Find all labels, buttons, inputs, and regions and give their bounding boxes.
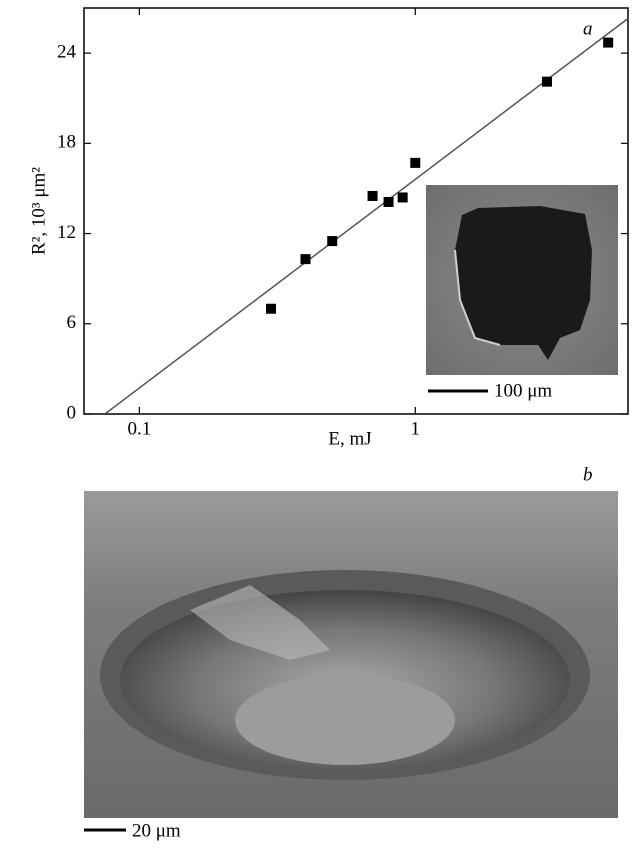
y-tick-label: 12 <box>57 222 76 243</box>
panel-label: a <box>583 18 593 39</box>
scale-label: 20 μm <box>132 820 181 841</box>
y-tick-label: 0 <box>67 402 77 423</box>
data-point <box>397 192 408 203</box>
panel-label: b <box>583 464 593 485</box>
plot-frame <box>83 7 629 415</box>
x-tick-label: 1 <box>411 418 421 439</box>
data-point <box>327 236 338 247</box>
data-point <box>541 76 552 87</box>
fit-line <box>104 17 628 414</box>
y-tick-label: 24 <box>57 41 77 62</box>
data-point <box>410 157 421 168</box>
y-tick-label: 18 <box>57 132 76 153</box>
scale-label: 100 μm <box>494 380 552 401</box>
data-point <box>383 196 394 207</box>
data-point <box>300 254 311 265</box>
x-axis-label: E, mJ <box>328 428 371 449</box>
data-point <box>367 190 378 201</box>
x-tick-label: 0.1 <box>127 418 151 439</box>
y-tick-label: 6 <box>67 312 77 333</box>
data-point <box>266 303 277 314</box>
sem-image <box>84 491 618 818</box>
inset-image <box>426 185 618 375</box>
y-axis-label: R², 10³ μm² <box>28 167 49 255</box>
data-point <box>603 37 614 48</box>
